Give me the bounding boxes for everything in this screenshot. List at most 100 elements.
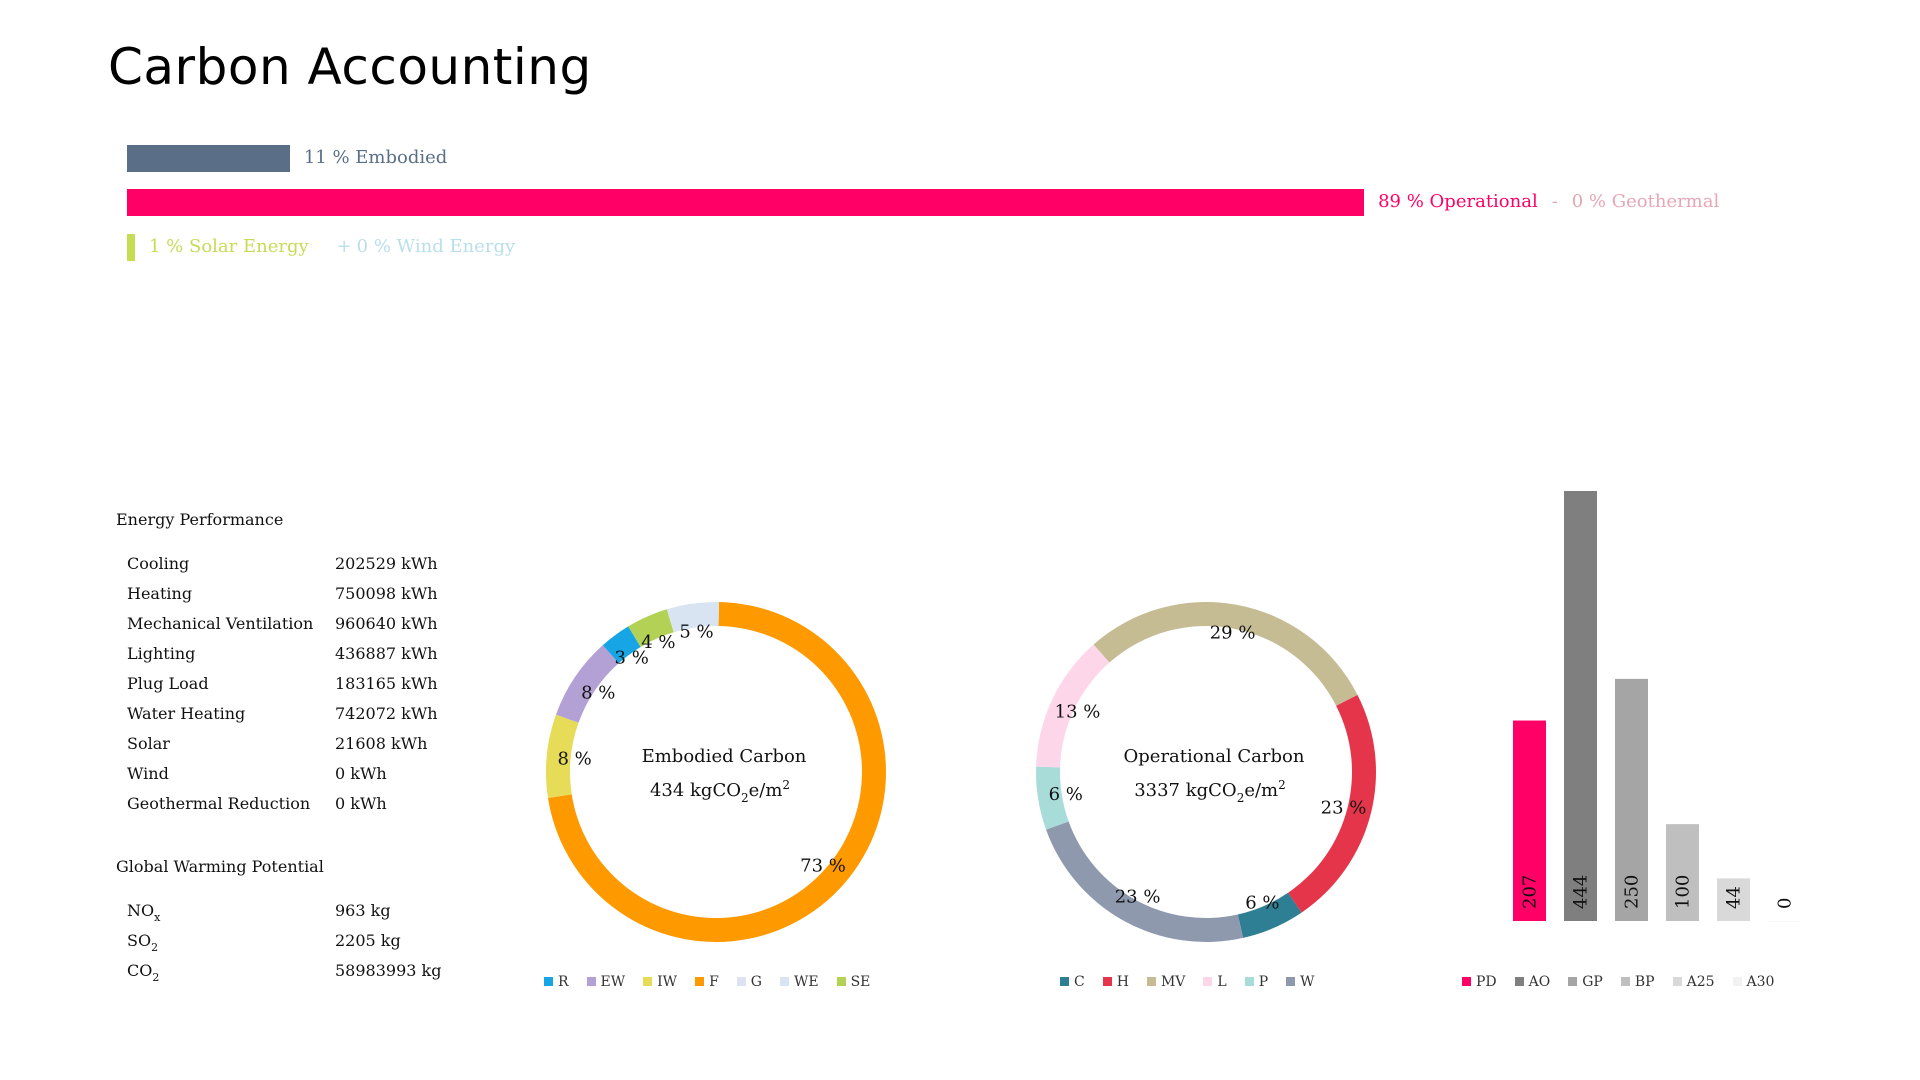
bar-value-label: 444 (1571, 875, 1592, 909)
bar-legend-item-gp: GP (1568, 974, 1603, 990)
bar-pd (1513, 720, 1546, 921)
embodied-slice-we (666, 602, 719, 633)
bar-legend: PD AO GP BP A25 A30 (1462, 974, 1792, 990)
bar-legend-label: A25 (1686, 974, 1715, 990)
operational-legend-item-mv: MV (1146, 974, 1186, 990)
operational-legend-swatch (1244, 977, 1254, 986)
operational-legend-swatch (1102, 977, 1112, 986)
operational-slice-h (1288, 694, 1376, 913)
energy-row-value: 202529 kWh (335, 554, 438, 573)
operational-center-value: 3337 kgCO2e/m2 (1134, 778, 1286, 805)
energy-row-label: Solar (127, 734, 170, 753)
bar-value-label: 100 (1673, 875, 1694, 909)
bar-legend-label: PD (1476, 974, 1497, 990)
bar-legend-swatch (1732, 977, 1742, 986)
embodied-legend-label: F (709, 974, 719, 990)
operational-slice-w (1046, 821, 1244, 942)
embodied-legend-item-se: SE (836, 974, 871, 990)
operational-slice-p (1036, 766, 1069, 830)
energy-row-label: Lighting (127, 644, 196, 663)
gwp-row-label: NO (127, 901, 155, 920)
energy-row-value: 0 kWh (335, 794, 387, 813)
embodied-legend-swatch (695, 977, 705, 986)
embodied-legend-label: IW (657, 974, 678, 990)
operational-legend-label: W (1300, 974, 1315, 990)
embodied-slice-label: 8 % (581, 683, 615, 704)
operational-slice-mv (1093, 602, 1358, 706)
operational-legend-label: C (1074, 974, 1085, 990)
bar-gp (1615, 678, 1648, 921)
operational-legend-item-l: L (1203, 974, 1227, 990)
embodied-center-title: Embodied Carbon (642, 746, 807, 767)
geothermal-prefix: - (1551, 191, 1558, 212)
gwp-row-label: SO (127, 931, 152, 950)
operational-slice-label: 13 % (1055, 702, 1101, 723)
bar-legend-label: AO (1528, 974, 1551, 990)
operational-legend: C H MV L P W (1060, 974, 1333, 990)
energy-row-value: 436887 kWh (335, 644, 438, 663)
operational-slice-l (1036, 644, 1110, 768)
gwp-row-label: CO (127, 961, 153, 980)
geothermal-label: 0 % Geothermal (1571, 191, 1720, 212)
energy-row-label: Plug Load (127, 674, 209, 693)
embodied-legend-label: G (750, 974, 762, 990)
operational-legend-swatch (1203, 977, 1213, 986)
operational-slice-label: 23 % (1321, 797, 1367, 818)
operational-slice-label: 29 % (1210, 623, 1256, 644)
gwp-row-subscript: 2 (152, 971, 160, 984)
embodied-slice-label: 73 % (800, 855, 846, 876)
bar-legend-item-a25: A25 (1672, 974, 1715, 990)
wind-label: 0 % Wind Energy (356, 236, 516, 257)
embodied-legend-swatch (736, 977, 746, 986)
energy-row-label: Heating (127, 584, 193, 603)
bar-a25 (1717, 878, 1750, 921)
energy-row-label: Water Heating (127, 704, 246, 723)
wind-prefix: + (336, 236, 352, 257)
gwp-row-value: 963 kg (335, 901, 391, 920)
energy-row-label: Mechanical Ventilation (127, 614, 314, 633)
bar-value-label: 0 (1775, 898, 1796, 909)
embodied-slice-r (602, 626, 641, 664)
embodied-legend-item-we: WE (779, 974, 819, 990)
gwp-row-subscript: 2 (151, 941, 159, 954)
bar-legend-label: BP (1634, 974, 1655, 990)
energy-row-value: 0 kWh (335, 764, 387, 783)
embodied-bar (127, 145, 290, 172)
bar-legend-item-bp: BP (1620, 974, 1655, 990)
embodied-slice-se (628, 609, 674, 647)
operational-legend-label: H (1116, 974, 1129, 990)
embodied-legend-label: SE (850, 974, 871, 990)
bar-a30 (1768, 921, 1801, 922)
embodied-center-value: 434 kgCO2e/m2 (650, 778, 790, 805)
operational-bar (127, 189, 1365, 216)
operational-legend-item-p: P (1244, 974, 1268, 990)
bar-legend-item-pd: PD (1462, 974, 1497, 990)
embodied-legend-item-f: F (695, 974, 719, 990)
bar-legend-swatch (1568, 977, 1578, 986)
embodied-legend-swatch (836, 977, 846, 986)
energy-row-value: 21608 kWh (335, 734, 428, 753)
operational-legend-item-h: H (1102, 974, 1129, 990)
operational-legend-item-c: C (1060, 974, 1085, 990)
embodied-legend-label: R (558, 974, 569, 990)
embodied-legend: R EW IW F G WE SE (544, 974, 888, 990)
bar-value-label: 250 (1622, 875, 1643, 909)
bar-legend-item-ao: AO (1514, 974, 1551, 990)
operational-legend-swatch (1146, 977, 1156, 986)
bar-value-label: 207 (1520, 875, 1541, 909)
operational-center-title: Operational Carbon (1124, 746, 1305, 767)
solar-label: 1 % Solar Energy (149, 236, 309, 257)
embodied-legend-swatch (779, 977, 789, 986)
bar-chart: 207 444 250 100 44 0 (1513, 491, 1801, 922)
operational-donut: 23 % 6 % 23 % 6 % 13 % 29 % Operational Carbon… (1036, 602, 1376, 942)
bar-legend-item-a30: A30 (1732, 974, 1774, 990)
embodied-slice-label: 8 % (558, 748, 592, 769)
operational-slice-label: 6 % (1049, 784, 1083, 805)
energy-row-label: Geothermal Reduction (127, 794, 311, 813)
embodied-legend-swatch (544, 977, 553, 986)
embodied-slice-label: 4 % (641, 632, 675, 653)
operational-legend-label: MV (1160, 974, 1186, 990)
operational-slice-label: 6 % (1245, 892, 1279, 913)
